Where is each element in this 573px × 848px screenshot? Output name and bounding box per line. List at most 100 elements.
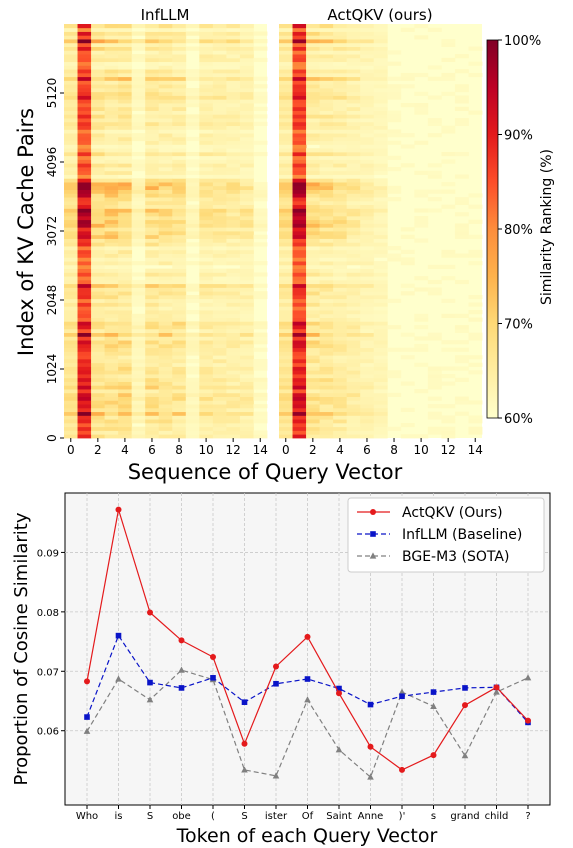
heatmap-cell <box>441 415 456 420</box>
heatmap-cell <box>319 76 334 81</box>
heatmap-cell <box>145 31 160 36</box>
heatmap-cell <box>91 129 105 134</box>
heatmap-cell <box>292 313 307 318</box>
heatmap-cell <box>118 174 133 179</box>
heatmap-x-tick-label: 2 <box>94 443 102 457</box>
heatmap-cell <box>333 91 348 96</box>
heatmap-cell <box>199 336 214 341</box>
heatmap-cell <box>346 317 361 322</box>
heatmap-cell <box>145 313 160 318</box>
heatmap-cell <box>239 42 254 47</box>
heatmap-cell <box>212 197 227 202</box>
heatmap-cell <box>64 65 78 70</box>
heatmap-cell <box>414 103 429 108</box>
heatmap-cell <box>306 46 320 51</box>
heatmap-cell <box>387 185 402 190</box>
heatmap-cell <box>333 185 348 190</box>
heatmap-cell <box>145 392 160 397</box>
heatmap-cell <box>172 65 187 70</box>
heatmap-cell <box>64 144 78 149</box>
heatmap-cell <box>346 31 361 36</box>
heatmap-cell <box>292 294 307 300</box>
heatmap-cell <box>333 57 348 63</box>
heatmap-cell <box>199 118 214 123</box>
heatmap-cell <box>91 366 105 371</box>
heatmap-cell <box>360 287 375 292</box>
heatmap-cell <box>158 219 173 224</box>
heatmap-cell <box>306 362 320 367</box>
heatmap-cell <box>253 46 268 51</box>
heatmap-cell <box>91 415 105 420</box>
heatmap-cell <box>172 343 187 349</box>
heatmap-cell <box>387 347 402 352</box>
heatmap-cell <box>199 264 214 270</box>
heatmap-cell <box>172 174 187 179</box>
heatmap-cell <box>279 381 293 386</box>
heatmap-cell <box>212 106 227 111</box>
heatmap-cell <box>346 242 361 247</box>
heatmap-cell <box>158 227 173 232</box>
heatmap-cell <box>333 377 348 382</box>
heatmap-cell <box>199 80 214 85</box>
heatmap-x-ticks: 0 2 4 6 8 10 12 14 0 2 4 6 8 10 12 14 <box>67 438 483 457</box>
heatmap-cell <box>253 283 268 288</box>
heatmap-cell <box>199 279 214 285</box>
heatmap-cell <box>373 189 388 194</box>
heatmap-cell <box>427 121 442 127</box>
heatmap-cell <box>319 103 334 108</box>
heatmap-cell <box>226 106 241 111</box>
line-y-tick-label: 0.06 <box>37 727 59 738</box>
heatmap-cell <box>185 31 200 36</box>
data-point <box>525 717 531 724</box>
heatmap-cell <box>91 325 105 330</box>
heatmap-cell <box>319 46 334 51</box>
heatmap-cell <box>131 396 146 401</box>
heatmap-cell <box>104 411 119 416</box>
heatmap-cell <box>333 261 348 266</box>
heatmap-cell <box>172 110 187 115</box>
heatmap-cell <box>333 208 348 213</box>
heatmap-cell <box>64 234 78 239</box>
heatmap-cell <box>360 65 375 70</box>
heatmap-cell <box>158 50 173 55</box>
heatmap-cell <box>77 57 92 63</box>
heatmap-cell <box>212 110 227 115</box>
heatmap-cell <box>145 381 160 386</box>
heatmap-cell <box>158 317 173 322</box>
heatmap-cell <box>172 370 187 375</box>
heatmap-cell <box>239 321 254 326</box>
heatmap-cell <box>292 317 307 322</box>
heatmap-cell <box>145 46 160 51</box>
heatmap-cell <box>239 219 254 224</box>
heatmap-cell <box>91 411 105 416</box>
heatmap-cell <box>145 257 160 262</box>
heatmap-cell <box>292 182 307 187</box>
heatmap-cell <box>333 31 348 36</box>
heatmap-cell <box>333 46 348 51</box>
heatmap-cell <box>91 76 105 81</box>
heatmap-cell <box>77 298 92 303</box>
heatmap-cell <box>292 238 307 243</box>
heatmap-cell <box>212 411 227 416</box>
heatmap-cell <box>373 370 388 375</box>
heatmap-cell <box>306 422 320 428</box>
heatmap-cell <box>239 396 254 401</box>
heatmap-cell <box>427 118 442 123</box>
heatmap-cell <box>427 404 442 409</box>
heatmap-cell <box>333 370 348 375</box>
heatmap-cell <box>333 69 348 74</box>
heatmap-cell <box>212 170 227 175</box>
heatmap-cell <box>360 197 375 202</box>
heatmap-cell <box>319 385 334 390</box>
heatmap-cell <box>279 264 293 270</box>
heatmap-cell <box>373 129 388 134</box>
heatmap-cell <box>226 197 241 202</box>
heatmap-cell <box>77 208 92 213</box>
heatmap-cell <box>279 99 293 104</box>
heatmap-cell <box>145 328 160 334</box>
heatmap-cell <box>279 24 293 29</box>
heatmap-cell <box>145 340 160 345</box>
heatmap-cell <box>253 336 268 341</box>
heatmap-cell <box>333 151 348 157</box>
heatmap-cell <box>145 336 160 341</box>
